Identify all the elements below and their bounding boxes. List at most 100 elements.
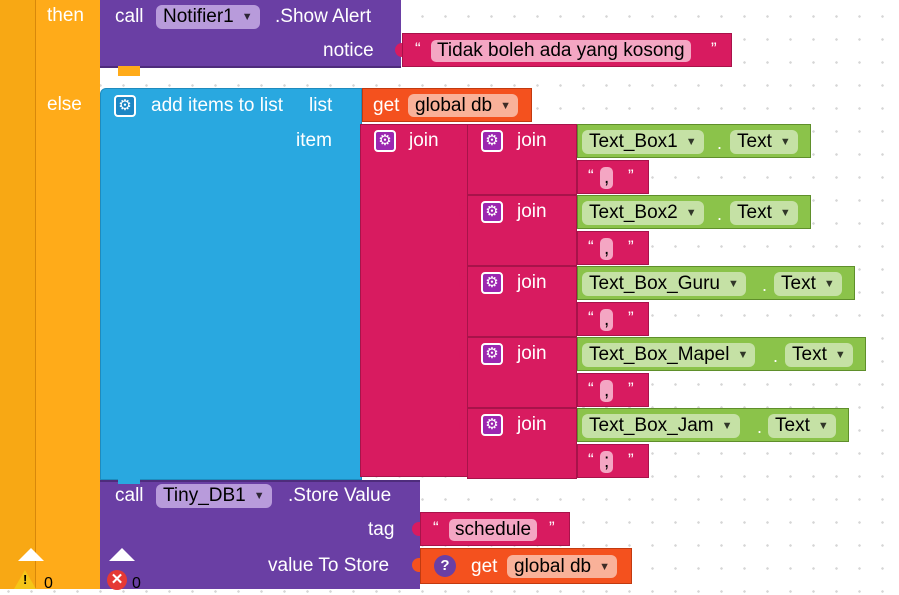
notifier-component-name: Notifier1 xyxy=(163,6,234,27)
separator-text-block[interactable]: “ , ” xyxy=(577,302,649,336)
inner-join-block[interactable] xyxy=(467,124,577,195)
outer-join-block[interactable] xyxy=(360,124,468,477)
join-socket xyxy=(459,205,467,219)
store-component-dropdown[interactable]: Tiny_DB1 ▼ xyxy=(156,484,272,508)
chevron-down-icon: ▼ xyxy=(685,207,697,219)
inner-join-gear-icon[interactable]: ⚙ xyxy=(481,414,503,436)
help-icon[interactable]: ? xyxy=(434,555,456,577)
component-dropdown[interactable]: Text_Box_Mapel ▼ xyxy=(582,343,756,367)
outer-join-gear-icon[interactable]: ⚙ xyxy=(374,130,396,152)
component-dropdown[interactable]: Text_Box_Guru ▼ xyxy=(582,272,746,296)
component-text-getter-block[interactable]: Text_Box_Guru ▼ . Text ▼ xyxy=(577,266,855,300)
tag-text-block[interactable]: “ schedule ” xyxy=(420,512,570,546)
tag-text-field[interactable]: schedule xyxy=(449,519,538,541)
get-global-db-block[interactable]: get global db ▼ xyxy=(362,88,532,122)
chevron-down-icon: ▼ xyxy=(500,99,512,112)
separator-text-field[interactable]: , xyxy=(600,309,614,331)
store-prev-tab xyxy=(118,476,140,484)
open-quote-icon: “ xyxy=(588,308,594,327)
property-dropdown[interactable]: Text ▼ xyxy=(730,201,798,225)
separator-text-field[interactable]: , xyxy=(600,167,614,189)
component-dropdown[interactable]: Text_Box_Jam ▼ xyxy=(582,414,740,438)
error-collapse-icon[interactable] xyxy=(109,548,135,561)
store-variable-dropdown[interactable]: global db ▼ xyxy=(507,555,618,578)
inner-join-block[interactable] xyxy=(467,408,577,479)
open-quote-icon: “ xyxy=(588,166,594,185)
variable-dropdown[interactable]: global db ▼ xyxy=(408,94,519,117)
inner-join-gear-icon[interactable]: ⚙ xyxy=(481,343,503,365)
component-text-getter-block[interactable]: Text_Box2 ▼ . Text ▼ xyxy=(577,195,811,229)
item-socket-label: item xyxy=(296,130,332,151)
dot-separator: . xyxy=(757,417,763,437)
component-dropdown[interactable]: Text_Box2 ▼ xyxy=(582,201,704,225)
component-name: Text_Box_Mapel xyxy=(589,344,730,365)
add-items-to-list-block[interactable] xyxy=(100,88,362,480)
property-dropdown[interactable]: Text ▼ xyxy=(768,414,836,438)
chevron-down-icon: ▼ xyxy=(817,420,829,432)
close-quote-icon: ” xyxy=(628,308,634,327)
inner-join-gear-icon[interactable]: ⚙ xyxy=(481,201,503,223)
component-dropdown[interactable]: Text_Box1 ▼ xyxy=(582,130,704,154)
warning-collapse-icon[interactable] xyxy=(18,548,44,561)
component-text-getter-block[interactable]: Text_Box1 ▼ . Text ▼ xyxy=(577,124,811,158)
inner-join-gear-icon[interactable]: ⚙ xyxy=(481,130,503,152)
dot-separator: . xyxy=(773,346,779,366)
separator-text-block[interactable]: “ , ” xyxy=(577,231,649,265)
open-quote-icon: “ xyxy=(433,518,439,537)
add-items-label: add items to list xyxy=(151,95,283,116)
join-socket xyxy=(459,347,467,361)
chevron-down-icon: ▼ xyxy=(737,349,749,361)
separator-text-block[interactable]: “ ; ” xyxy=(577,444,649,478)
inner-join-label: join xyxy=(517,130,547,151)
notice-text-field[interactable]: Tidak boleh ada yang kosong xyxy=(431,40,691,62)
separator-text-field[interactable]: , xyxy=(600,238,614,260)
join-socket xyxy=(459,276,467,290)
dot-separator: . xyxy=(717,133,723,153)
inner-join-label: join xyxy=(517,272,547,293)
property-dropdown[interactable]: Text ▼ xyxy=(774,272,842,296)
warning-exclaim-icon: ! xyxy=(23,572,28,587)
property-dropdown[interactable]: Text ▼ xyxy=(730,130,798,154)
close-quote-icon: ” xyxy=(628,237,634,256)
property-dropdown[interactable]: Text ▼ xyxy=(785,343,853,367)
if-else-block[interactable] xyxy=(0,0,36,589)
chevron-down-icon: ▼ xyxy=(727,278,739,290)
notifier-method-label: .Show Alert xyxy=(275,6,372,27)
join-socket xyxy=(459,418,467,432)
inner-join-gear-icon[interactable]: ⚙ xyxy=(481,272,503,294)
warning-icon[interactable] xyxy=(14,570,36,589)
separator-text-block[interactable]: “ , ” xyxy=(577,160,649,194)
separator-text-block[interactable]: “ , ” xyxy=(577,373,649,407)
warnings-count: 0 xyxy=(44,575,53,592)
close-quote-icon: ” xyxy=(711,39,717,58)
open-quote-icon: “ xyxy=(588,379,594,398)
value-to-store-label: value To Store xyxy=(268,555,390,576)
component-text-getter-block[interactable]: Text_Box_Mapel ▼ . Text ▼ xyxy=(577,337,866,371)
notice-text-block[interactable]: “ Tidak boleh ada yang kosong ” xyxy=(402,33,732,67)
component-name: Text_Box2 xyxy=(589,202,678,223)
close-quote-icon: ” xyxy=(549,518,555,537)
component-name: Text_Box_Guru xyxy=(589,273,720,294)
then-label: then xyxy=(47,5,84,26)
chevron-down-icon: ▼ xyxy=(253,490,265,502)
close-quote-icon: ” xyxy=(628,379,634,398)
chevron-down-icon: ▼ xyxy=(779,136,791,148)
component-name: Text_Box1 xyxy=(589,131,678,152)
outer-join-label: join xyxy=(409,130,439,151)
join-socket xyxy=(459,134,467,148)
component-text-getter-block[interactable]: Text_Box_Jam ▼ . Text ▼ xyxy=(577,408,849,442)
close-quote-icon: ” xyxy=(628,166,634,185)
error-icon[interactable]: ✕ xyxy=(107,570,127,590)
separator-text-field[interactable]: ; xyxy=(600,451,614,473)
separator-text-field[interactable]: , xyxy=(600,380,614,402)
tag-socket xyxy=(412,522,420,536)
mutator-gear-icon[interactable]: ⚙ xyxy=(114,95,136,117)
store-call-label: call xyxy=(115,485,144,506)
notifier-component-dropdown[interactable]: Notifier1 ▼ xyxy=(156,5,260,29)
inner-join-label: join xyxy=(517,343,547,364)
property-name: Text xyxy=(775,415,810,436)
get-global-db-store-block[interactable]: ? get global db ▼ xyxy=(420,548,632,584)
if-else-block-arm xyxy=(36,0,100,589)
chevron-down-icon: ▼ xyxy=(823,278,835,290)
dot-separator: . xyxy=(762,275,768,295)
